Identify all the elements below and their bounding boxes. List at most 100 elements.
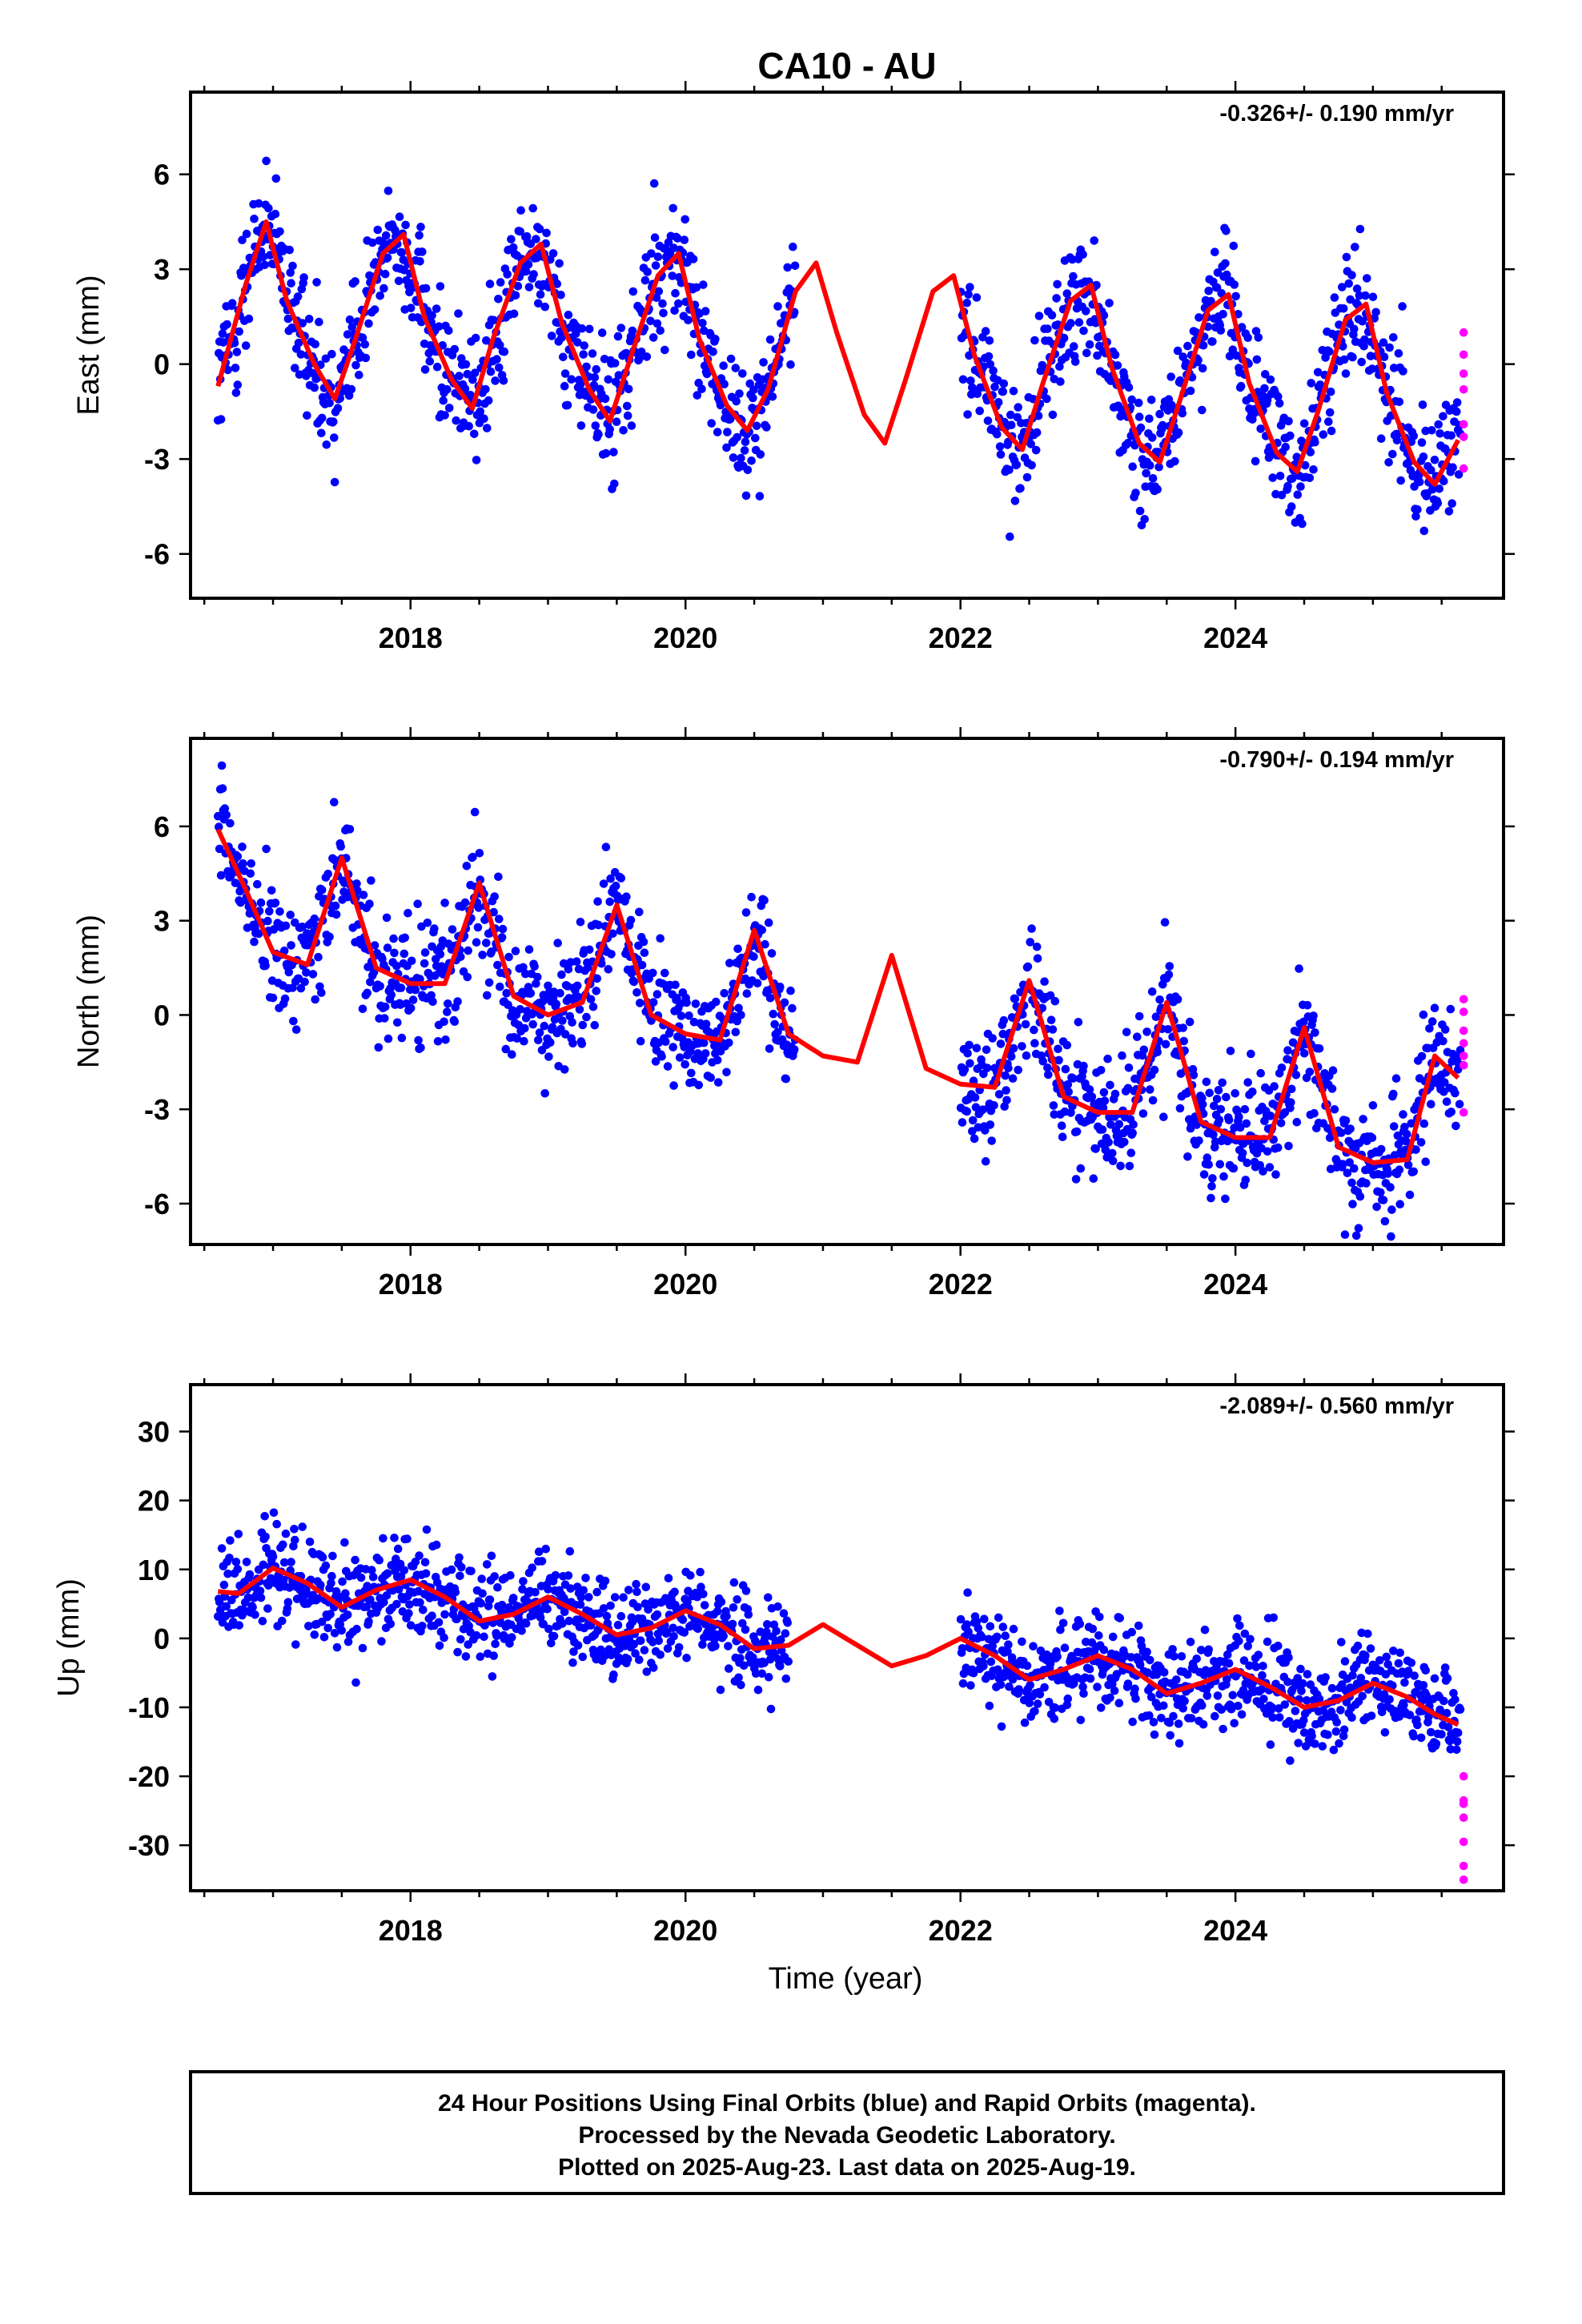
final-orbit-point	[218, 329, 227, 338]
final-orbit-point	[694, 1080, 703, 1090]
final-orbit-point	[314, 952, 323, 962]
final-orbit-point	[443, 1007, 452, 1016]
final-orbit-point	[1146, 460, 1154, 470]
final-orbit-point	[681, 1059, 689, 1069]
final-orbit-point	[783, 1618, 792, 1627]
final-orbit-point	[456, 952, 465, 962]
final-orbit-point	[781, 1674, 791, 1683]
final-orbit-point	[741, 908, 751, 917]
final-orbit-point	[757, 1669, 766, 1679]
final-orbit-point	[1267, 1703, 1277, 1712]
final-orbit-point	[1342, 252, 1351, 262]
final-orbit-point	[310, 914, 319, 923]
final-orbit-point	[1389, 364, 1399, 372]
final-orbit-point	[725, 959, 734, 967]
final-orbit-point	[400, 1566, 409, 1575]
final-orbit-point	[233, 380, 243, 389]
final-orbit-point	[1327, 1084, 1337, 1093]
final-orbit-point	[1415, 477, 1424, 487]
final-orbit-point	[749, 1653, 757, 1662]
final-orbit-point	[1069, 1074, 1078, 1083]
final-orbit-point	[1178, 408, 1187, 418]
final-orbit-point	[1447, 499, 1456, 508]
final-orbit-point	[776, 983, 785, 991]
final-orbit-point	[594, 430, 603, 439]
final-orbit-point	[743, 465, 753, 475]
final-orbit-point	[1390, 1151, 1399, 1160]
final-orbit-point	[351, 1678, 360, 1687]
final-orbit-point	[580, 341, 588, 350]
final-orbit-point	[436, 950, 445, 959]
final-orbit-point	[480, 1632, 488, 1642]
final-orbit-point	[612, 417, 621, 426]
final-orbit-point	[528, 203, 537, 213]
final-orbit-point	[669, 1623, 677, 1633]
final-orbit-point	[1212, 283, 1222, 292]
final-orbit-point	[288, 261, 297, 271]
final-orbit-point	[1329, 1745, 1339, 1755]
final-orbit-point	[1263, 1637, 1272, 1647]
final-orbit-point	[217, 761, 227, 770]
final-orbit-point	[1379, 352, 1389, 362]
final-orbit-point	[1385, 1695, 1394, 1704]
y-tick-label: 3	[154, 905, 170, 938]
final-orbit-point	[532, 979, 540, 988]
final-orbit-point	[1094, 1631, 1103, 1640]
footer-line-1: 24 Hour Positions Using Final Orbits (bl…	[438, 2090, 1256, 2117]
final-orbit-point	[994, 398, 1003, 407]
final-orbit-point	[995, 442, 1005, 451]
final-orbit-point	[1281, 442, 1290, 452]
final-orbit-point	[290, 1525, 299, 1534]
final-orbit-point	[651, 1057, 661, 1066]
final-orbit-point	[364, 1617, 373, 1626]
final-orbit-point	[722, 1612, 731, 1621]
final-orbit-point	[584, 324, 594, 334]
final-orbit-point	[1389, 1089, 1398, 1099]
final-orbit-point	[323, 870, 333, 879]
final-orbit-point	[1030, 1707, 1039, 1716]
final-orbit-point	[1169, 1711, 1178, 1721]
final-orbit-point	[521, 267, 531, 276]
final-orbit-point	[1030, 336, 1039, 345]
final-orbit-point	[476, 407, 485, 416]
final-orbit-point	[567, 375, 576, 384]
final-orbit-point	[310, 1630, 319, 1639]
final-orbit-point	[773, 1602, 782, 1611]
final-orbit-point	[1134, 398, 1143, 408]
final-orbit-point	[1006, 410, 1015, 420]
final-orbit-point	[670, 306, 679, 316]
final-orbit-point	[330, 433, 339, 442]
final-orbit-point	[468, 375, 477, 384]
final-orbit-point	[422, 1525, 432, 1534]
final-orbit-point	[1105, 299, 1114, 308]
final-orbit-point	[418, 1622, 427, 1630]
final-orbit-point	[616, 324, 626, 332]
final-orbit-point	[1335, 1739, 1343, 1748]
final-orbit-point	[631, 1649, 640, 1658]
final-orbit-point	[1251, 1663, 1261, 1671]
final-orbit-point	[968, 1127, 977, 1136]
final-orbit-point	[311, 340, 320, 349]
final-orbit-point	[463, 972, 472, 982]
final-orbit-point	[245, 1570, 255, 1579]
final-orbit-point	[1202, 1077, 1211, 1087]
final-orbit-point	[485, 279, 495, 288]
final-orbit-point	[985, 336, 994, 345]
final-orbit-point	[287, 279, 295, 288]
final-orbit-point	[1291, 1681, 1301, 1690]
final-orbit-point	[1309, 465, 1318, 474]
final-orbit-point	[662, 1627, 672, 1637]
final-orbit-point	[440, 899, 449, 907]
final-orbit-point	[298, 1522, 307, 1531]
final-orbit-point	[382, 1591, 391, 1600]
final-orbit-point	[1074, 318, 1084, 327]
final-orbit-point	[1208, 337, 1217, 346]
final-orbit-point	[636, 999, 644, 1007]
final-orbit-point	[287, 941, 295, 950]
final-orbit-point	[1120, 1137, 1129, 1147]
final-orbit-point	[520, 1023, 529, 1033]
final-orbit-point	[330, 1629, 339, 1638]
final-orbit-point	[1194, 356, 1203, 365]
final-orbit-point	[1096, 1703, 1106, 1712]
final-orbit-point	[1066, 1108, 1075, 1117]
